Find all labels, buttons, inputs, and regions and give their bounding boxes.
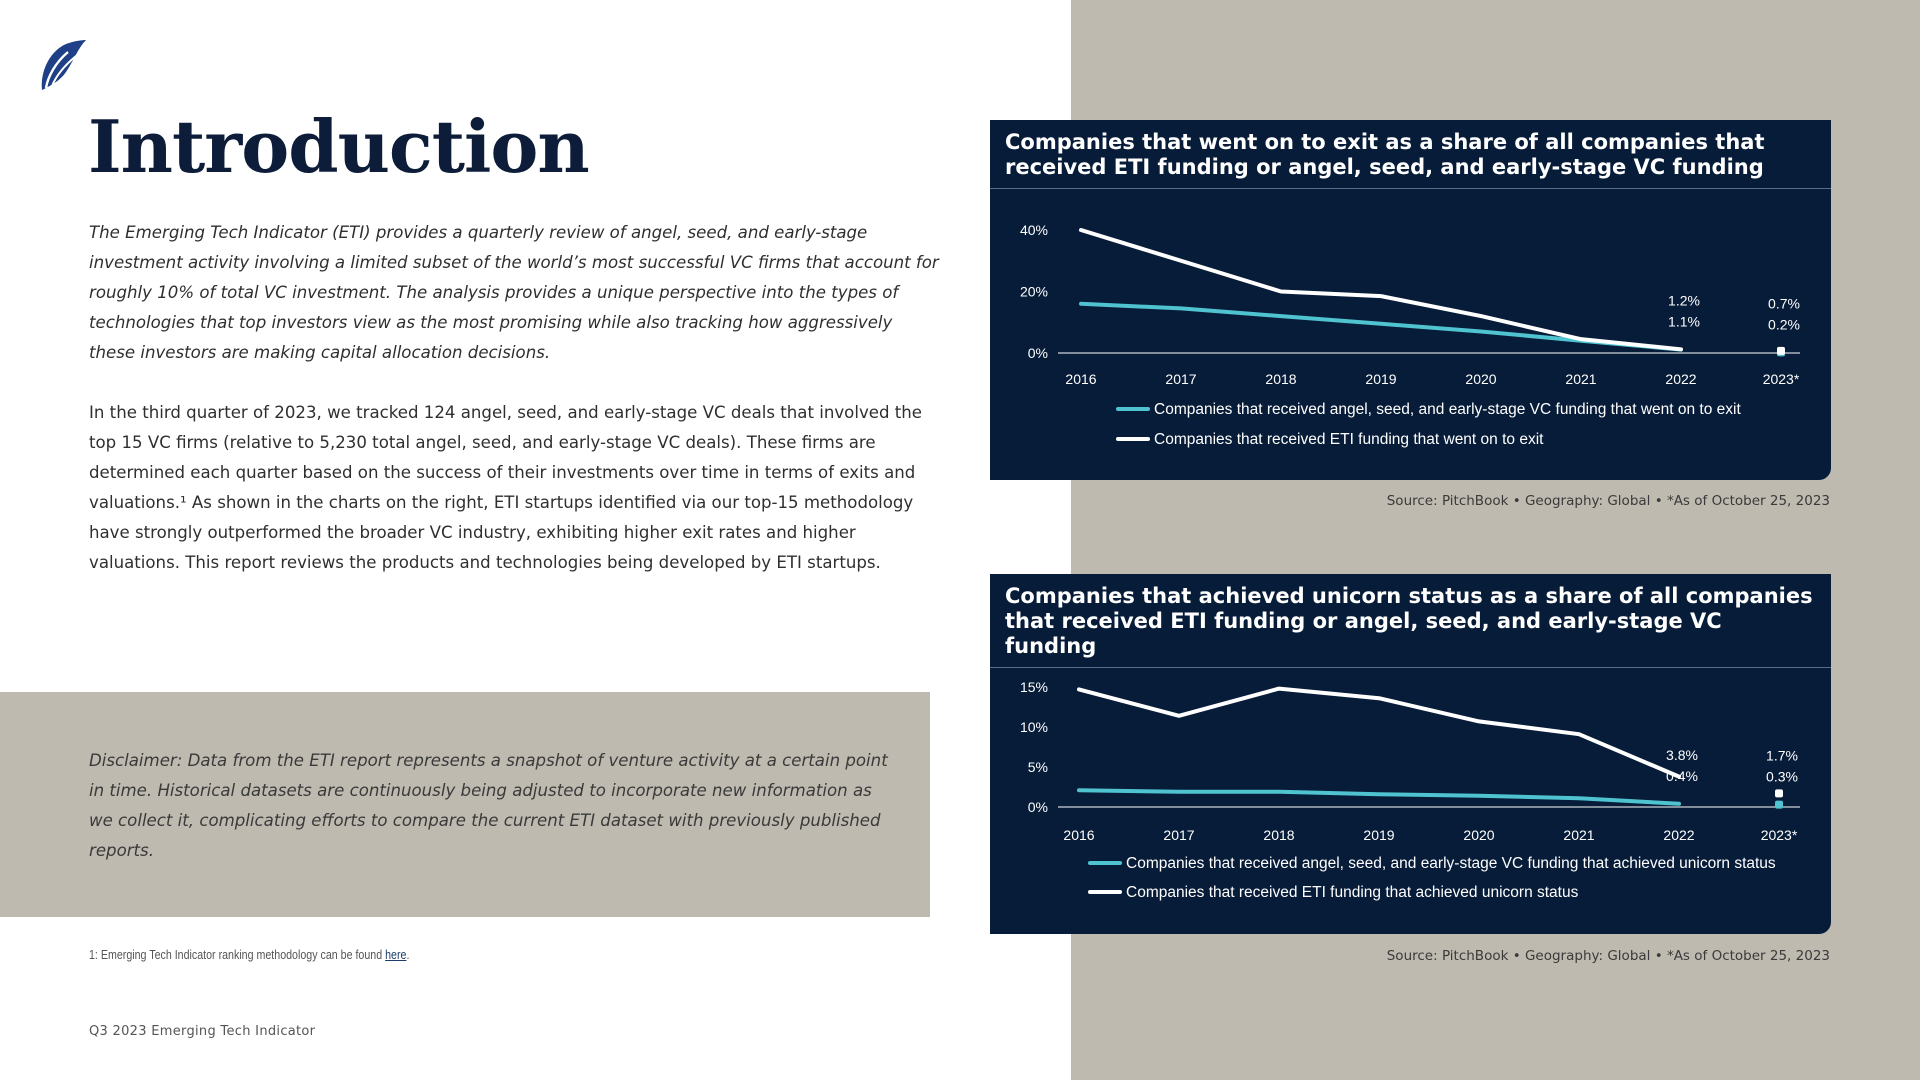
legend-label: Companies that received angel, seed, and…	[1126, 855, 1776, 872]
x-tick-label: 2019	[1365, 371, 1396, 387]
series-line-vc	[1077, 788, 1681, 806]
x-tick-label: 2021	[1563, 827, 1594, 843]
disclaimer-text: Disclaimer: Data from the ETI report rep…	[89, 751, 888, 860]
data-point	[1377, 792, 1381, 796]
data-point	[1479, 329, 1483, 333]
y-tick-label: 15%	[1020, 679, 1048, 695]
data-point	[1775, 800, 1783, 809]
y-tick-label: 0%	[1028, 345, 1048, 361]
data-point	[1279, 314, 1283, 318]
data-point	[1777, 346, 1785, 355]
data-point	[1379, 322, 1383, 326]
data-point	[1775, 789, 1783, 798]
data-point	[1277, 687, 1281, 691]
footnote: 1: Emerging Tech Indicator ranking metho…	[89, 947, 409, 962]
data-point	[1077, 687, 1081, 691]
exit-chart-panel: 40% 20% 0% 2016 2017 2018 2019 2020 2021 2022 2023…	[990, 120, 1831, 480]
footnote-link[interactable]: here	[385, 947, 407, 962]
x-tick-label: 2022	[1663, 827, 1694, 843]
series-line-vc	[1079, 301, 1683, 352]
page-title: Introduction	[88, 104, 590, 189]
data-point	[1179, 259, 1183, 263]
data-point	[1177, 714, 1181, 718]
exit-chart-title: Companies that went on to exit as a shar…	[990, 120, 1831, 189]
data-point	[1577, 796, 1581, 800]
legend-label: Companies that received ETI funding that…	[1126, 884, 1579, 901]
x-tick-label: 2018	[1263, 827, 1294, 843]
data-point	[1477, 794, 1481, 798]
data-label: 1.1%	[1668, 314, 1700, 330]
intro-italic-paragraph: The Emerging Tech Indicator (ETI) provid…	[89, 223, 939, 362]
data-point	[1379, 294, 1383, 298]
series-line-eti	[1079, 228, 1683, 352]
data-point	[1179, 306, 1183, 310]
legend-label: Companies that received ETI funding that…	[1154, 431, 1544, 448]
disclaimer-box	[0, 692, 930, 917]
data-point	[1279, 290, 1283, 293]
data-label: 0.7%	[1768, 295, 1800, 311]
data-point	[1679, 347, 1683, 351]
x-tick-label: 2023*	[1763, 371, 1800, 387]
data-point	[1579, 337, 1583, 341]
x-tick-label: 2021	[1565, 371, 1596, 387]
data-point	[1479, 314, 1483, 318]
x-tick-label: 2017	[1163, 827, 1194, 843]
data-point	[1177, 790, 1181, 794]
x-tick-label: 2016	[1065, 371, 1096, 387]
data-point	[1277, 790, 1281, 794]
x-tick-label: 2023*	[1761, 827, 1798, 843]
footer-report-name: Q3 2023 Emerging Tech Indicator	[89, 1024, 316, 1039]
y-tick-label: 10%	[1020, 719, 1048, 735]
y-tick-label: 40%	[1020, 222, 1048, 238]
x-tick-label: 2020	[1463, 827, 1494, 843]
exit-chart-source: Source: PitchBook • Geography: Global • …	[1386, 493, 1830, 509]
footnote-end: .	[406, 947, 410, 962]
legend-label: Companies that received angel, seed, and…	[1154, 401, 1741, 418]
unicorn-chart-panel: 15% 10% 5% 0% 2016 2017 2018 2019 2020 2021 2022 20…	[990, 574, 1831, 934]
unicorn-chart-title: Companies that achieved unicorn status a…	[990, 574, 1831, 668]
intro-body-paragraph: In the third quarter of 2023, we tracked…	[89, 403, 923, 572]
data-point	[1077, 788, 1081, 792]
data-label: 1.7%	[1766, 748, 1798, 764]
x-tick-label: 2018	[1265, 371, 1296, 387]
x-tick-label: 2020	[1465, 371, 1496, 387]
data-label: 1.2%	[1668, 293, 1700, 309]
y-tick-label: 20%	[1020, 284, 1048, 300]
sail-logo-icon	[41, 40, 86, 90]
footnote-text: 1: Emerging Tech Indicator ranking metho…	[89, 947, 386, 962]
y-tick-label: 5%	[1028, 759, 1048, 775]
data-label: 3.8%	[1666, 747, 1698, 763]
y-tick-label: 0%	[1028, 799, 1048, 815]
data-point	[1677, 802, 1681, 806]
x-tick-label: 2017	[1165, 371, 1196, 387]
x-tick-label: 2016	[1063, 827, 1094, 843]
data-label: 0.2%	[1768, 316, 1800, 332]
exit-chart: 40% 20% 0% 2016 2017 2018 2019 2020 2021 2022 2023…	[1020, 222, 1800, 448]
data-point	[1677, 775, 1681, 779]
data-point	[1377, 696, 1381, 700]
data-point	[1079, 228, 1083, 232]
unicorn-chart-source: Source: PitchBook • Geography: Global • …	[1386, 948, 1830, 964]
unicorn-chart: 15% 10% 5% 0% 2016 2017 2018 2019 2020 2021 2022 20…	[1020, 679, 1800, 901]
series-line-eti	[1077, 686, 1681, 779]
x-tick-label: 2022	[1665, 371, 1696, 387]
data-point	[1477, 719, 1481, 723]
data-point	[1577, 732, 1581, 736]
data-label: 0.4%	[1666, 768, 1698, 784]
x-tick-label: 2019	[1363, 827, 1394, 843]
data-label: 0.3%	[1766, 769, 1798, 785]
data-point	[1079, 302, 1083, 306]
